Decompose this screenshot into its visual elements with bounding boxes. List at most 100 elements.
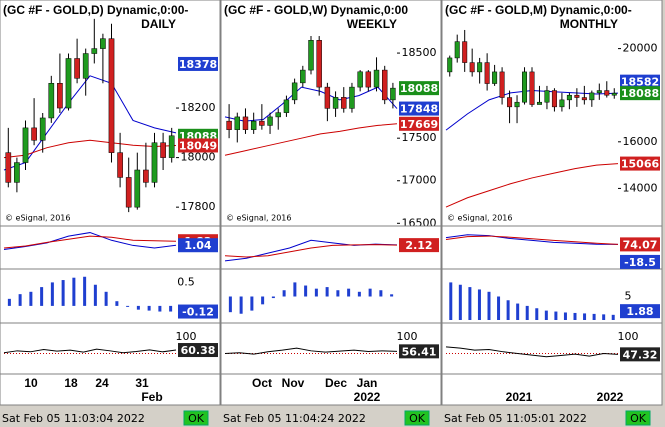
value-box-label: 17669 xyxy=(400,118,438,131)
candle-body xyxy=(382,69,388,101)
histogram-bar xyxy=(314,288,318,297)
histogram-bar xyxy=(72,277,76,306)
histogram-bar xyxy=(325,287,329,297)
candle-body xyxy=(48,83,55,119)
candle-body xyxy=(349,86,355,109)
histogram-bar xyxy=(136,305,140,310)
oscillator-line xyxy=(3,348,177,354)
histogram-bar xyxy=(169,305,173,312)
value-box-label: 1.04 xyxy=(184,239,211,252)
histogram-bar xyxy=(147,305,151,311)
x-tick-label: Feb xyxy=(141,390,162,404)
value-box-label: -18.5 xyxy=(624,256,656,269)
histogram-bar xyxy=(516,303,520,320)
histogram-bar xyxy=(449,282,453,320)
histogram-bar xyxy=(390,294,394,297)
ok-label[interactable]: OK xyxy=(630,412,647,425)
ok-label[interactable]: OK xyxy=(188,412,205,425)
ok-label[interactable]: OK xyxy=(409,412,426,425)
value-box xyxy=(620,86,660,101)
histogram-bar xyxy=(40,287,44,306)
macd-line xyxy=(3,232,177,251)
candle-body xyxy=(454,41,460,59)
y-tick-label: 17800 xyxy=(181,200,216,213)
candle-body xyxy=(499,71,505,98)
y-tick-label: 100 xyxy=(397,330,418,343)
histogram-bar xyxy=(458,284,462,320)
histogram-bar xyxy=(61,280,65,306)
ok-indicator[interactable] xyxy=(404,410,430,426)
oscillator-line xyxy=(445,346,619,358)
value-box-label: 18582 xyxy=(621,76,659,89)
histogram-bar xyxy=(293,282,297,297)
period-label: DAILY xyxy=(141,17,176,31)
candle-body xyxy=(267,116,273,126)
candle-body xyxy=(31,127,37,141)
candle-body xyxy=(117,152,123,178)
ok-indicator[interactable] xyxy=(183,410,209,426)
candle-body xyxy=(596,90,602,94)
histogram-bar xyxy=(535,308,539,320)
candle-body xyxy=(91,48,98,54)
macd-line xyxy=(445,235,619,245)
histogram-bar xyxy=(304,285,308,297)
histogram-bar xyxy=(115,301,119,306)
y-tick-label: 14000 xyxy=(623,181,658,194)
value-box xyxy=(178,238,218,253)
histogram-bar xyxy=(126,305,130,307)
histogram-bar xyxy=(271,296,275,299)
candle-body xyxy=(250,120,257,130)
macd-line xyxy=(3,235,177,249)
x-tick-label: 2022 xyxy=(354,390,381,404)
histogram-bar xyxy=(83,276,87,306)
candle-body xyxy=(469,62,475,73)
candle-body xyxy=(14,162,20,183)
candle-body xyxy=(324,86,331,109)
value-box-label: 15066 xyxy=(621,158,660,171)
value-box-label: 74.07 xyxy=(623,238,658,251)
x-tick-label: 10 xyxy=(24,376,38,390)
chart-title: (GC #F - GOLD,D) Dynamic,0:00- xyxy=(3,3,188,17)
value-box-label: 2.12 xyxy=(405,239,432,252)
histogram-bar xyxy=(336,290,340,297)
value-box xyxy=(620,156,660,171)
value-box-label: 18088 xyxy=(400,82,438,95)
candle-body xyxy=(151,142,158,183)
histogram-bar xyxy=(158,305,162,312)
candle-body xyxy=(82,53,89,79)
candle-body xyxy=(65,58,72,109)
candle-body xyxy=(275,112,281,118)
status-time: Sat Feb 05 11:04:24 2022 xyxy=(223,412,366,425)
candle-body xyxy=(604,90,610,96)
value-box xyxy=(178,304,218,319)
candle-body xyxy=(143,169,149,183)
panel xyxy=(220,0,442,406)
value-box-label: 60.38 xyxy=(181,344,216,357)
candle-body xyxy=(283,99,290,113)
candle-body xyxy=(373,69,380,88)
value-box-label: 56.41 xyxy=(402,345,437,358)
histogram-bar xyxy=(525,305,529,320)
value-box xyxy=(399,116,439,131)
candle-body xyxy=(39,117,46,141)
candle-body xyxy=(574,94,580,98)
ok-indicator[interactable] xyxy=(625,410,651,426)
candle-body xyxy=(57,83,63,109)
x-tick-label: Oct xyxy=(252,376,272,390)
value-box-label: 1.88 xyxy=(626,305,653,318)
moving-average xyxy=(224,123,398,156)
candle-body xyxy=(125,177,132,208)
moving-average xyxy=(445,163,619,208)
value-box xyxy=(620,304,660,319)
y-tick-label: 100 xyxy=(176,330,197,343)
value-box xyxy=(399,238,439,253)
value-box-label: -0.12 xyxy=(182,306,214,319)
candle-body xyxy=(529,71,535,105)
candle-body xyxy=(108,38,115,153)
candle-body xyxy=(316,40,322,88)
histogram-bar xyxy=(7,298,11,306)
histogram-bar xyxy=(50,282,54,306)
histogram-bar xyxy=(250,296,254,311)
x-tick-label: 31 xyxy=(135,376,149,390)
y-tick-label: 18500 xyxy=(402,46,437,59)
